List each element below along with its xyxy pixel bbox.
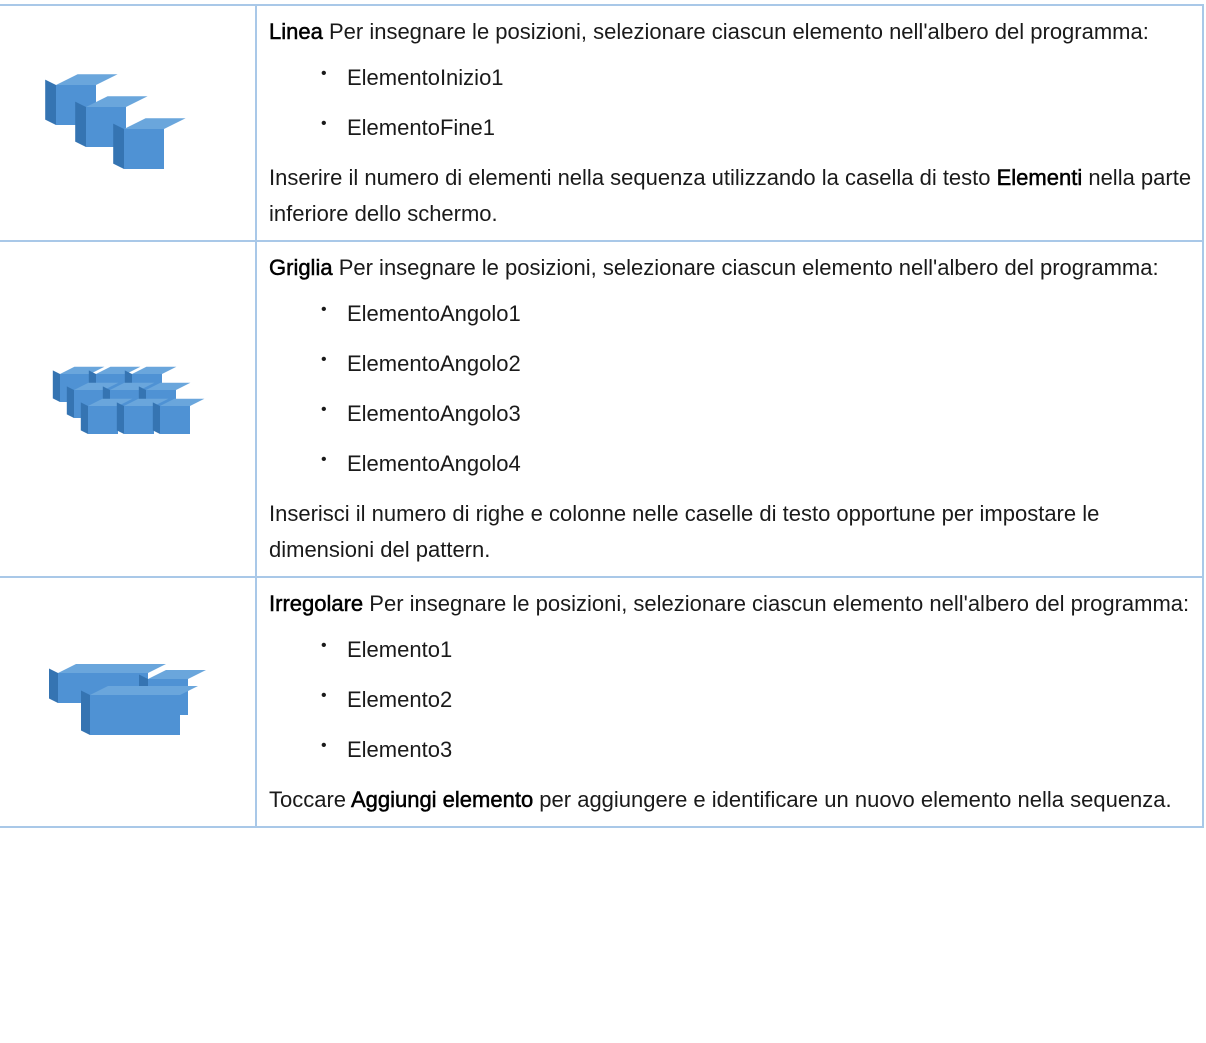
note-text: Inserire il numero di elementi nella seq… xyxy=(269,165,997,190)
list-item: ElementoAngolo3 xyxy=(269,392,1192,432)
note-paragraph: Toccare Aggiungi elemento per aggiungere… xyxy=(269,782,1192,818)
cube-front xyxy=(123,406,154,434)
note-text: per aggiungere e identificare un nuovo e… xyxy=(533,787,1172,812)
cube-top xyxy=(123,118,186,129)
cube-top xyxy=(89,686,198,695)
pattern-name: Irregolare xyxy=(269,591,364,617)
cube-left xyxy=(80,402,88,434)
note-bold: Elementi xyxy=(996,165,1083,191)
note-text: Inserisci il numero di righe e colonne n… xyxy=(269,501,1100,562)
cube-front xyxy=(159,406,190,434)
cube-top xyxy=(159,398,204,406)
cube-top xyxy=(73,382,118,390)
irregular-icon xyxy=(48,664,206,735)
icon-cell xyxy=(0,4,257,242)
list-item: ElementoAngolo4 xyxy=(269,442,1192,482)
cube-front xyxy=(89,695,180,735)
table-row: Griglia Per insegnare le posizioni, sele… xyxy=(0,240,1204,578)
cube-top xyxy=(95,366,140,374)
cube-left xyxy=(152,402,160,434)
cube-top xyxy=(85,96,148,107)
list-item: Elemento1 xyxy=(269,628,1192,668)
cube-left xyxy=(74,101,86,147)
list-item: ElementoAngolo1 xyxy=(269,292,1192,332)
pattern-table: Linea Per insegnare le posizioni, selezi… xyxy=(0,4,1204,828)
cube-top xyxy=(87,398,132,406)
cube-top xyxy=(131,366,176,374)
note-paragraph: Inserire il numero di elementi nella seq… xyxy=(269,160,1192,232)
cube-front xyxy=(123,129,164,169)
intro-paragraph: Linea Per insegnare le posizioni, selezi… xyxy=(269,14,1192,50)
item-list: ElementoAngolo1 ElementoAngolo2 ElementoAn… xyxy=(269,292,1192,482)
intro-text: Per insegnare le posizioni, selezionare … xyxy=(328,19,1149,44)
list-item: ElementoInizio1 xyxy=(269,56,1192,96)
grid-icon xyxy=(52,366,204,434)
pattern-name: Linea xyxy=(269,19,323,45)
text-cell: Griglia Per insegnare le posizioni, sele… xyxy=(255,240,1204,578)
cube-top xyxy=(147,670,206,679)
intro-paragraph: Irregolare Per insegnare le posizioni, s… xyxy=(269,586,1192,622)
cube-top xyxy=(109,382,154,390)
cube-left xyxy=(80,690,90,735)
cube-top xyxy=(57,664,166,673)
line-icon xyxy=(44,74,186,169)
intro-text: Per insegnare le posizioni, selezionare … xyxy=(369,591,1190,616)
cube-top xyxy=(145,382,190,390)
intro-paragraph: Griglia Per insegnare le posizioni, sele… xyxy=(269,250,1192,286)
cube-left xyxy=(116,402,124,434)
icon-cell xyxy=(0,576,257,828)
item-list: ElementoInizio1 ElementoFine1 xyxy=(269,56,1192,146)
table-row: Linea Per insegnare le posizioni, selezi… xyxy=(0,4,1204,242)
cube-left xyxy=(52,370,60,402)
list-item: Elemento3 xyxy=(269,728,1192,768)
note-paragraph: Inserisci il numero di righe e colonne n… xyxy=(269,496,1192,568)
item-list: Elemento1 Elemento2 Elemento3 xyxy=(269,628,1192,768)
cube-left xyxy=(112,123,124,169)
note-text: Toccare xyxy=(269,787,351,812)
list-item: ElementoFine1 xyxy=(269,106,1192,146)
list-item: ElementoAngolo2 xyxy=(269,342,1192,382)
cube-top xyxy=(55,74,118,85)
cube-left xyxy=(66,386,74,418)
cube-left xyxy=(48,668,58,703)
intro-text: Per insegnare le posizioni, selezionare … xyxy=(338,255,1159,280)
table-body: Linea Per insegnare le posizioni, selezi… xyxy=(0,4,1204,828)
text-cell: Linea Per insegnare le posizioni, selezi… xyxy=(255,4,1204,242)
list-item: Elemento2 xyxy=(269,678,1192,718)
pattern-name: Griglia xyxy=(269,255,333,281)
cube-top xyxy=(123,398,168,406)
table-row: Irregolare Per insegnare le posizioni, s… xyxy=(0,576,1204,828)
text-cell: Irregolare Per insegnare le posizioni, s… xyxy=(255,576,1204,828)
note-text: nella parte inferiore dello schermo. xyxy=(269,165,1192,226)
icon-cell xyxy=(0,240,257,578)
cube-front xyxy=(87,406,118,434)
cube-left xyxy=(44,79,56,125)
cube-top xyxy=(59,366,104,374)
note-bold: Aggiungi elemento xyxy=(350,787,534,813)
